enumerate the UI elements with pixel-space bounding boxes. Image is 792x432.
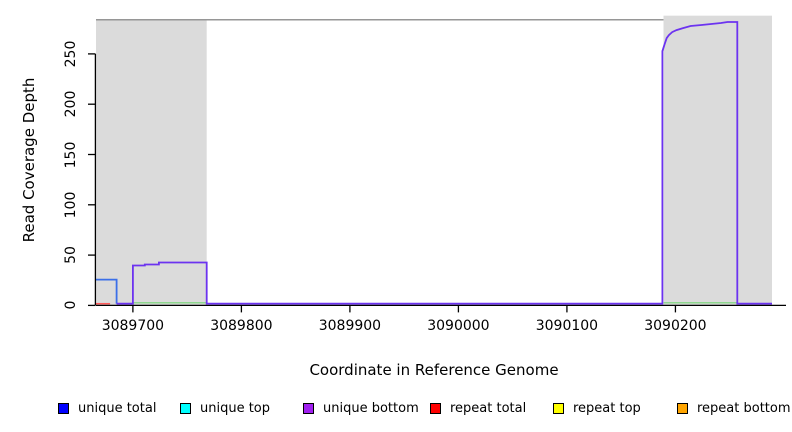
legend-swatch-icon: [58, 403, 69, 414]
x-tick-label: 3090000: [427, 318, 490, 334]
legend-label: unique total: [78, 401, 157, 416]
y-tick-label: 100: [63, 191, 79, 219]
legend-swatch-icon: [677, 403, 688, 414]
legend-item-unique-bottom: unique bottom: [303, 401, 419, 416]
legend-swatch-icon: [303, 403, 314, 414]
x-tick-label: 3090100: [535, 318, 599, 334]
shaded-repeat-region: [663, 15, 772, 306]
y-tick-label: 200: [63, 90, 79, 118]
shaded-repeat-region: [96, 19, 207, 306]
x-tick-label: 3089700: [101, 318, 165, 334]
series-unique-total: [96, 278, 118, 304]
x-tick-label: 3090200: [644, 318, 707, 334]
legend-item-unique-total: unique total: [58, 401, 157, 416]
y-tick-label: 0: [63, 300, 79, 310]
y-axis-title: Read Coverage Depth: [20, 77, 38, 243]
legend-label: repeat bottom: [697, 401, 791, 416]
legend-label: repeat total: [450, 401, 527, 416]
legend-swatch-icon: [430, 403, 441, 414]
legend-item-repeat-total: repeat total: [430, 401, 527, 416]
legend-label: repeat top: [573, 401, 641, 416]
y-tick-label: 50: [63, 246, 79, 265]
y-tick-label: 250: [63, 40, 79, 68]
x-axis-title: Coordinate in Reference Genome: [309, 361, 559, 379]
legend-item-repeat-top: repeat top: [553, 401, 641, 416]
legend-swatch-icon: [180, 403, 191, 414]
series-unique-bottom: [116, 21, 772, 305]
legend-label: unique bottom: [323, 401, 419, 416]
legend-swatch-icon: [553, 403, 564, 414]
legend-item-unique-top: unique top: [180, 401, 271, 416]
x-tick-label: 3089900: [318, 318, 382, 334]
x-tick-label: 3089800: [210, 318, 273, 334]
legend-label: unique top: [200, 401, 271, 416]
legend-item-repeat-bottom: repeat bottom: [677, 401, 791, 416]
y-tick-label: 150: [63, 141, 79, 168]
